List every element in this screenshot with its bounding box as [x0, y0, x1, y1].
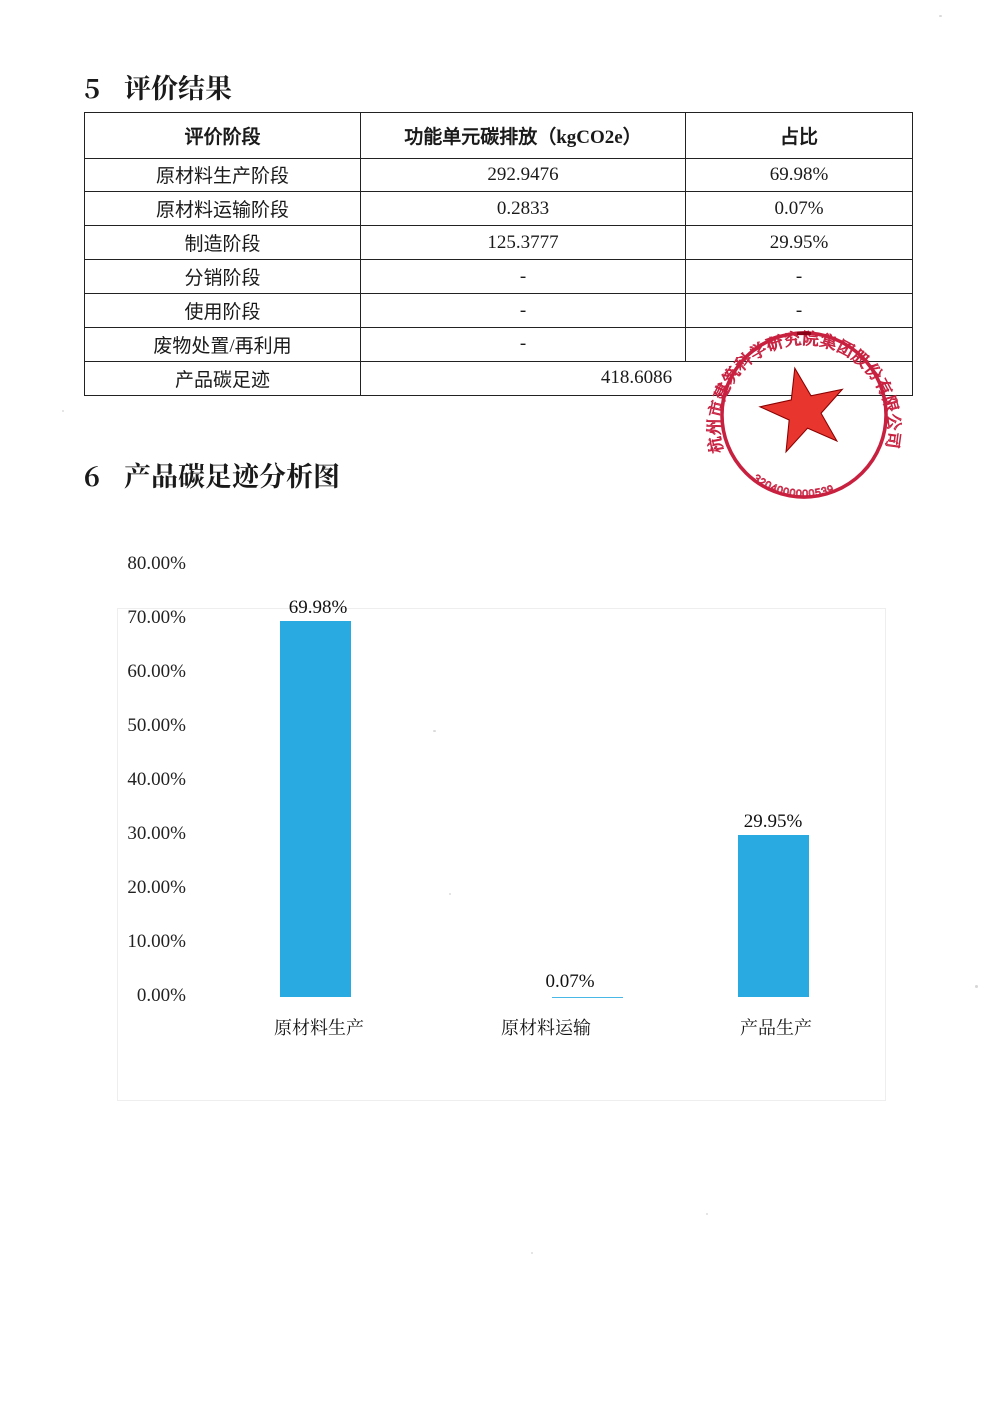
- svg-text:3204000000539: 3204000000539: [751, 472, 836, 500]
